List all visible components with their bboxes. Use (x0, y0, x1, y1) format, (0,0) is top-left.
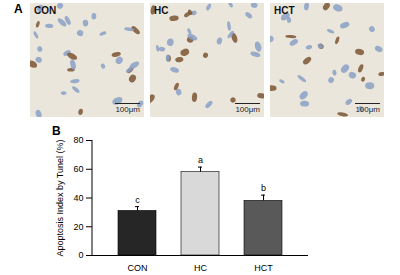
html-text:100μm: 100μm (235, 105, 260, 114)
svg-text:Apoptosis Index by Tunel (%): Apoptosis Index by Tunel (%) (55, 139, 65, 256)
svg-text:a: a (198, 155, 203, 165)
html-text:B: B (52, 124, 61, 138)
svg-text:60: 60 (73, 164, 83, 174)
svg-text:0: 0 (78, 250, 83, 260)
svg-text:c: c (135, 195, 140, 205)
html-text:HC: HC (154, 5, 169, 16)
html-text:100μm: 100μm (115, 105, 140, 114)
html-text:HCT: HCT (274, 5, 295, 16)
svg-text:b: b (261, 183, 266, 193)
svg-text:CON: CON (128, 263, 148, 273)
html-text:CON: CON (34, 5, 57, 16)
svg-text:HC: HC (194, 263, 207, 273)
svg-text:20: 20 (73, 222, 83, 232)
html-text:A: A (14, 2, 23, 16)
svg-text:80: 80 (73, 135, 83, 145)
svg-text:HCT: HCT (254, 263, 273, 273)
html-text:100μm: 100μm (355, 105, 380, 114)
svg-text:40: 40 (73, 193, 83, 203)
